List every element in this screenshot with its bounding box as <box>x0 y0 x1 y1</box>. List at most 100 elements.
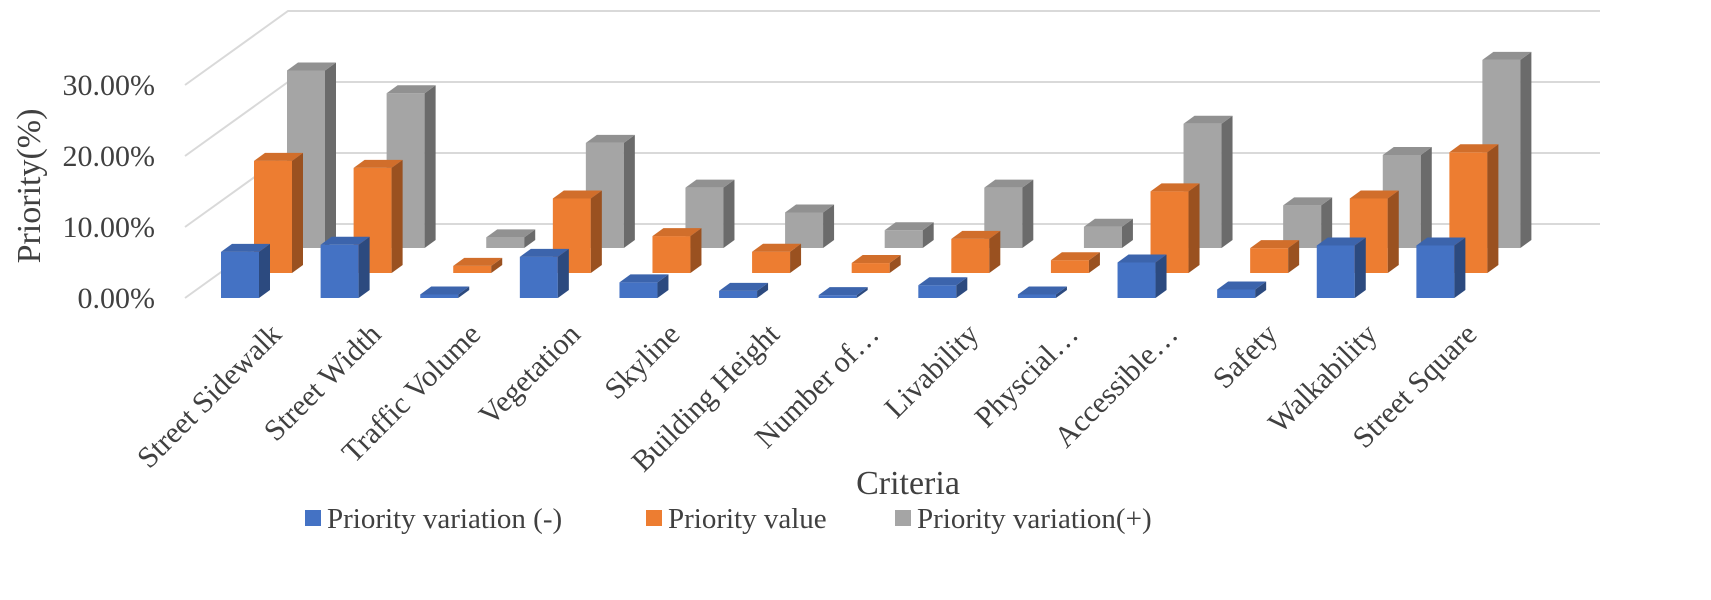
bar-0-3 <box>519 248 569 298</box>
bar-1-9 <box>1150 183 1200 273</box>
bar-front-face <box>951 238 990 273</box>
bar-0-4 <box>619 274 669 298</box>
bar-top-face <box>719 282 769 291</box>
bar-side-face <box>856 287 868 298</box>
bar-front-face <box>320 244 359 298</box>
legend-item: Priority variation (-) <box>305 503 562 535</box>
bar-side-face <box>259 243 270 298</box>
bar-top-face <box>1117 254 1167 263</box>
y-tick-label: 10.00% <box>63 211 156 244</box>
bar-side-face <box>1022 179 1034 248</box>
bar-top-face <box>1482 51 1532 60</box>
bar-front-face <box>453 265 492 273</box>
bar-side-face <box>1420 146 1432 248</box>
bar-side-face <box>1288 240 1300 273</box>
bar-side-face <box>590 190 602 273</box>
bar-front-face <box>221 251 259 298</box>
x-axis-title: Criteria <box>856 465 960 502</box>
bar-top-face <box>486 229 536 238</box>
bar-2-2 <box>486 229 536 248</box>
bar-front-face <box>752 251 791 273</box>
bar-side-face <box>1354 237 1366 298</box>
bar-side-face <box>623 134 635 248</box>
bar-side-face <box>1121 218 1133 248</box>
legend-swatch <box>646 510 662 526</box>
bar-front-face <box>619 282 658 298</box>
bar-top-face <box>1416 237 1466 246</box>
bar-top-face <box>1217 281 1267 290</box>
bar-0-1 <box>320 236 370 298</box>
bar-top-face <box>1017 286 1067 295</box>
bar-side-face <box>823 204 835 248</box>
bar-side-face <box>1188 183 1200 273</box>
bar-front-face <box>1217 289 1256 298</box>
bar-side-face <box>1387 190 1399 273</box>
bar-front-face <box>519 256 558 298</box>
bar-side-face <box>557 248 569 298</box>
bar-side-face <box>524 229 536 248</box>
bar-side-face <box>292 152 303 273</box>
bar-side-face <box>1520 51 1532 248</box>
bar-0-12 <box>1416 237 1466 298</box>
bar-top-face <box>1382 146 1432 155</box>
bar-front-face <box>1017 294 1056 298</box>
bar-front-face <box>851 263 890 273</box>
bar-front-face <box>1316 245 1355 298</box>
legend-item: Priority variation(+) <box>895 503 1152 535</box>
bar-top-face <box>918 277 968 286</box>
bar-1-7 <box>951 230 1001 273</box>
bar-top-face <box>353 159 403 168</box>
x-category-label: Skyline <box>598 318 686 406</box>
legend-swatch <box>305 510 321 526</box>
bar-top-face <box>585 134 635 143</box>
legend-item: Priority value <box>646 503 827 535</box>
y-axis-title: Priority(%) <box>11 109 48 264</box>
bar-side-face <box>358 236 370 298</box>
bar-side-face <box>391 159 403 273</box>
bar-0-11 <box>1316 237 1366 298</box>
bar-top-face <box>1316 237 1366 246</box>
legend: Priority variation (-) Priority value Prio… <box>305 503 1152 535</box>
bar-front-face <box>486 237 525 248</box>
bar-side-face <box>922 222 934 248</box>
bar-front-face <box>1250 248 1289 273</box>
bar-side-face <box>1454 237 1466 298</box>
bar-top-face <box>320 236 370 245</box>
bar-side-face <box>657 274 669 298</box>
bar-0-2 <box>420 286 470 298</box>
bar-top-face <box>1449 144 1499 153</box>
bar-top-face <box>287 62 336 71</box>
bar-top-face <box>785 204 835 213</box>
bar-top-face <box>652 228 702 237</box>
bar-top-face <box>1250 240 1300 249</box>
bar-top-face <box>951 230 1001 239</box>
bar-top-face <box>519 248 569 257</box>
bar-0-8 <box>1017 286 1067 298</box>
bar-side-face <box>491 257 503 273</box>
legend-label: Priority variation(+) <box>917 503 1152 535</box>
bar-front-face <box>818 295 857 298</box>
bar-top-face <box>984 179 1034 188</box>
x-category-label: Street Sidewalk <box>131 318 288 475</box>
bar-0-9 <box>1117 254 1167 298</box>
bar-side-face <box>1155 254 1167 298</box>
bar-top-face <box>752 243 802 252</box>
bar-1-5 <box>752 243 802 273</box>
bar-0-10 <box>1217 281 1267 298</box>
bar-top-face <box>1083 218 1133 227</box>
bar-front-face <box>1083 226 1122 248</box>
bar-front-face <box>1416 245 1455 298</box>
bar-1-10 <box>1250 240 1300 273</box>
y-axis-ticks: 0.00% 10.00% 20.00% 30.00% <box>63 69 156 315</box>
bar-top-face <box>453 257 503 266</box>
x-category-label: Vegetation <box>473 318 587 432</box>
bar-top-face <box>221 243 270 252</box>
bar-side-face <box>757 282 769 298</box>
bar-front-face <box>884 230 923 248</box>
bar-0-0 <box>221 243 270 298</box>
bar-front-face <box>1050 260 1089 273</box>
bar-top-face <box>1150 183 1200 192</box>
